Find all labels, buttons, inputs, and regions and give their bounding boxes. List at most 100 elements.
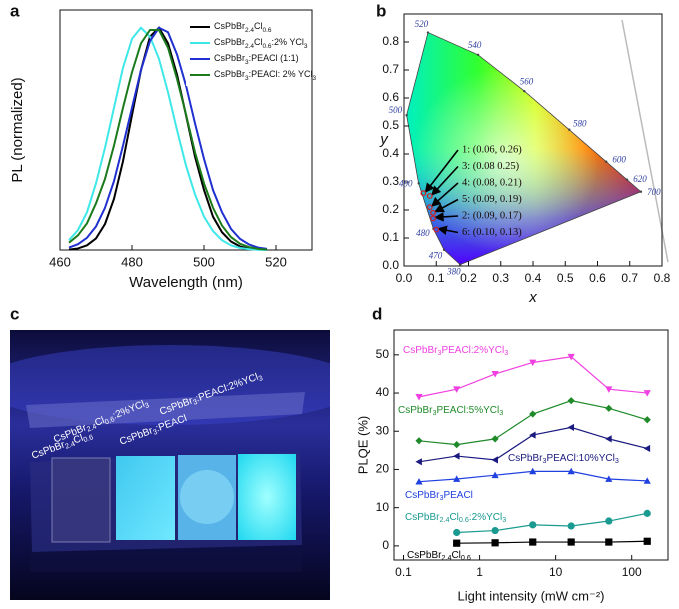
series-label: CsPbBr2.4Cl0.6:2%YCl3	[405, 512, 506, 524]
annotation-arrow	[431, 165, 459, 196]
y-tick-label: 10	[376, 500, 390, 514]
x-tick-label: 100	[622, 565, 642, 579]
locus-point	[523, 89, 526, 93]
data-point	[567, 353, 575, 361]
y-tick-label: 0.0	[382, 258, 399, 272]
data-point	[567, 467, 575, 475]
data-point	[453, 441, 461, 449]
y-axis-label: PL (normalized)	[9, 77, 26, 182]
data-point	[491, 526, 499, 535]
series-label: CsPbBr2.4Cl0.6	[407, 550, 471, 562]
data-point	[567, 522, 575, 530]
locus-point	[417, 182, 420, 185]
x-tick-label: 0.4	[525, 271, 542, 285]
x-tick-label: 0.1	[428, 271, 445, 285]
locus-point	[568, 128, 571, 131]
data-point	[453, 528, 461, 537]
locus-point	[605, 160, 608, 163]
wavelength-label: 560	[520, 76, 534, 86]
x-tick-label: 0.8	[654, 271, 671, 285]
y-tick-label: 0.2	[382, 202, 399, 216]
point-label: 6: (0.10, 0.13)	[462, 227, 522, 238]
series-line	[456, 540, 648, 544]
data-point	[415, 478, 423, 485]
y-tick-label: 0.7	[382, 62, 399, 76]
locus-point	[476, 53, 480, 56]
x-tick-label: 0.2	[460, 271, 477, 285]
annotation-arrow	[434, 198, 459, 213]
legend-label: CsPbBr2.4Cl0.6:2% YCl3	[214, 37, 308, 49]
data-point	[491, 539, 499, 547]
data-point	[605, 538, 613, 546]
x-axis-label: x	[528, 289, 537, 306]
y-tick-label: 30	[376, 423, 390, 437]
y-tick-label: 50	[376, 347, 390, 361]
data-point	[415, 437, 423, 445]
y-axis-label: y	[379, 131, 389, 148]
x-tick-label: 0.7	[621, 271, 638, 285]
data-point	[453, 475, 461, 482]
y-tick-label: 0.8	[382, 34, 399, 48]
data-point	[491, 471, 499, 479]
data-point	[453, 452, 460, 460]
series-line	[456, 512, 648, 534]
locus-point	[625, 178, 629, 181]
legend-label: CsPbBr3:PEACl: 2% YCl3	[214, 69, 316, 81]
panel-label: c	[10, 304, 19, 323]
wavelength-label: 470	[429, 251, 443, 261]
x-tick-label: 520	[265, 254, 287, 269]
locus-point	[639, 190, 643, 193]
x-tick-label: 10	[549, 565, 563, 579]
wavelength-label: 700	[647, 187, 661, 197]
wavelength-label: 520	[415, 19, 429, 29]
data-point	[529, 431, 536, 439]
series-line	[68, 26, 268, 250]
data-point	[430, 215, 436, 222]
y-axis-label: PLQE (%)	[355, 416, 370, 475]
reference-line	[621, 19, 669, 263]
x-tick-label: 0.6	[589, 271, 606, 285]
panel-label: a	[10, 1, 20, 20]
locus-point	[405, 114, 408, 117]
data-point	[643, 537, 651, 545]
data-point	[643, 444, 651, 453]
y-tick-label: 0	[382, 538, 389, 552]
x-tick-label: 1	[476, 565, 483, 579]
data-point	[491, 456, 498, 464]
annotation-arrow	[431, 182, 459, 207]
wavelength-label: 580	[573, 118, 587, 128]
x-tick-label: 480	[121, 254, 143, 269]
data-point	[426, 204, 433, 211]
data-point	[529, 538, 537, 546]
data-point	[453, 386, 461, 393]
data-point	[491, 371, 499, 378]
series-label: CsPbBr3PEACl:10%YCl3	[508, 453, 619, 465]
point-label: 5: (0.09, 0.19)	[462, 194, 522, 205]
data-point	[643, 390, 651, 397]
data-point	[605, 475, 613, 482]
wavelength-label: 480	[416, 228, 430, 238]
y-tick-label: 20	[376, 462, 390, 476]
data-point	[567, 397, 575, 405]
data-point	[415, 458, 422, 466]
data-point	[643, 477, 651, 484]
data-point	[605, 435, 612, 443]
data-point	[529, 521, 537, 529]
data-point	[529, 359, 537, 367]
photo	[10, 330, 330, 600]
series-line	[68, 26, 268, 251]
y-tick-label: 0.6	[382, 90, 399, 104]
locus-point	[458, 263, 462, 266]
data-point	[420, 190, 427, 197]
wavelength-label: 620	[633, 174, 647, 184]
data-point	[433, 226, 440, 233]
data-point	[415, 393, 423, 401]
series-line	[68, 29, 268, 251]
wavelength-label: 500	[389, 105, 403, 115]
y-tick-label: 0.5	[382, 118, 399, 132]
wavelength-label: 380	[446, 267, 461, 277]
series-label: CsPbBr3PEACl	[405, 490, 473, 502]
data-point	[605, 404, 613, 412]
data-point	[643, 509, 651, 517]
